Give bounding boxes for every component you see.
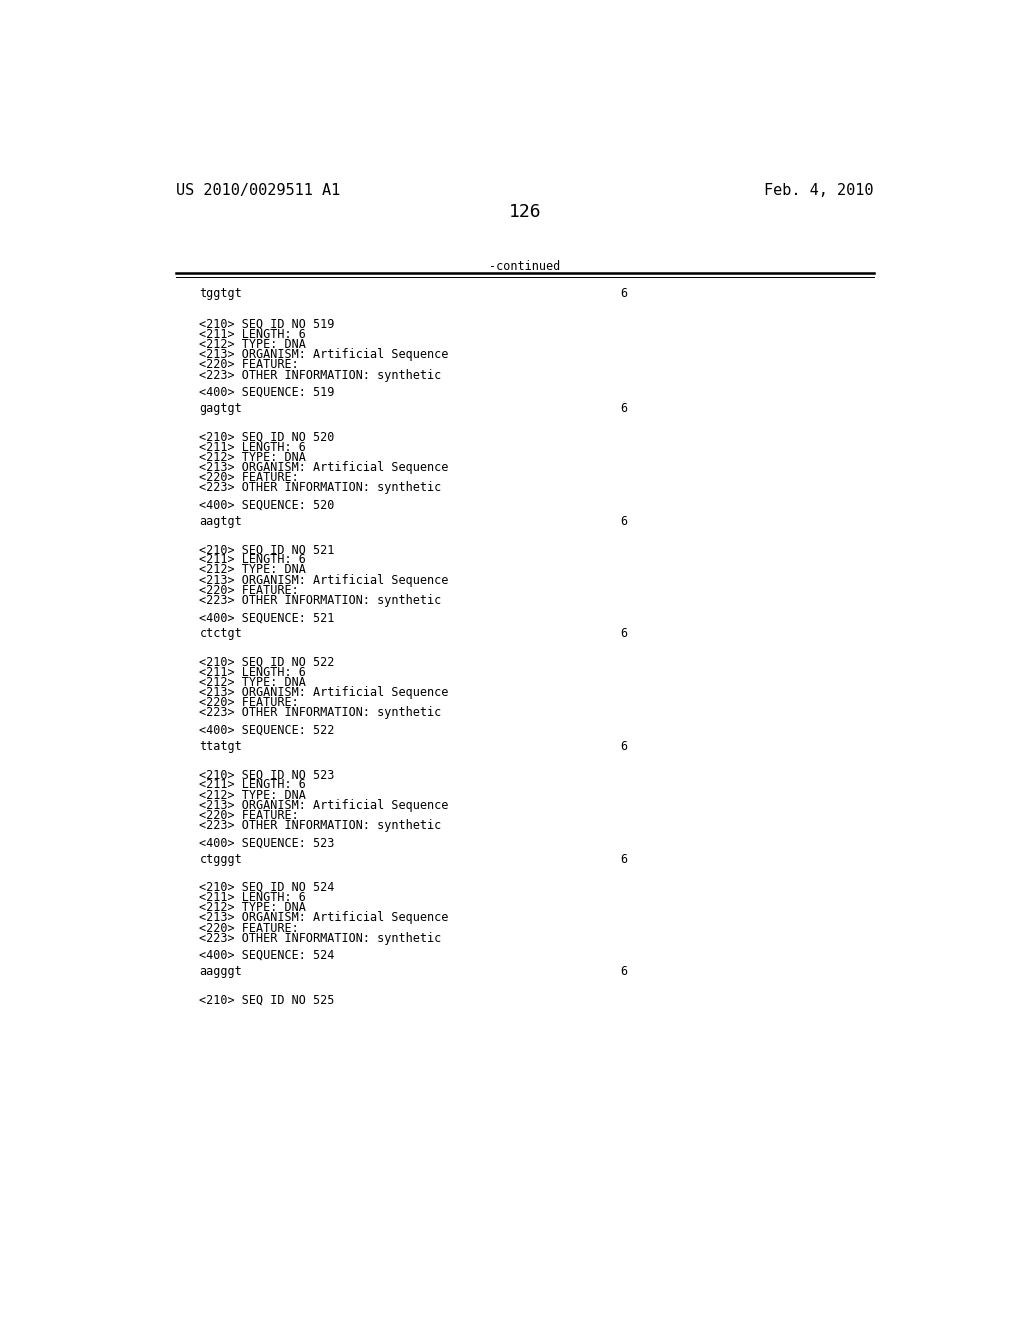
Text: <211> LENGTH: 6: <211> LENGTH: 6: [200, 329, 306, 341]
Text: 6: 6: [620, 403, 627, 414]
Text: ctgggt: ctgggt: [200, 853, 242, 866]
Text: <210> SEQ ID NO 522: <210> SEQ ID NO 522: [200, 656, 335, 669]
Text: <213> ORGANISM: Artificial Sequence: <213> ORGANISM: Artificial Sequence: [200, 686, 449, 700]
Text: <210> SEQ ID NO 519: <210> SEQ ID NO 519: [200, 318, 335, 331]
Text: <212> TYPE: DNA: <212> TYPE: DNA: [200, 676, 306, 689]
Text: <223> OTHER INFORMATION: synthetic: <223> OTHER INFORMATION: synthetic: [200, 706, 441, 719]
Text: Feb. 4, 2010: Feb. 4, 2010: [765, 182, 873, 198]
Text: 6: 6: [620, 741, 627, 752]
Text: <400> SEQUENCE: 521: <400> SEQUENCE: 521: [200, 611, 335, 624]
Text: <213> ORGANISM: Artificial Sequence: <213> ORGANISM: Artificial Sequence: [200, 799, 449, 812]
Text: <223> OTHER INFORMATION: synthetic: <223> OTHER INFORMATION: synthetic: [200, 932, 441, 945]
Text: <220> FEATURE:: <220> FEATURE:: [200, 809, 299, 822]
Text: -continued: -continued: [489, 260, 560, 273]
Text: aagggt: aagggt: [200, 965, 242, 978]
Text: <211> LENGTH: 6: <211> LENGTH: 6: [200, 891, 306, 904]
Text: ctctgt: ctctgt: [200, 627, 242, 640]
Text: <213> ORGANISM: Artificial Sequence: <213> ORGANISM: Artificial Sequence: [200, 348, 449, 362]
Text: <213> ORGANISM: Artificial Sequence: <213> ORGANISM: Artificial Sequence: [200, 911, 449, 924]
Text: <212> TYPE: DNA: <212> TYPE: DNA: [200, 451, 306, 463]
Text: <220> FEATURE:: <220> FEATURE:: [200, 359, 299, 371]
Text: <213> ORGANISM: Artificial Sequence: <213> ORGANISM: Artificial Sequence: [200, 461, 449, 474]
Text: <211> LENGTH: 6: <211> LENGTH: 6: [200, 779, 306, 792]
Text: <210> SEQ ID NO 521: <210> SEQ ID NO 521: [200, 543, 335, 556]
Text: <220> FEATURE:: <220> FEATURE:: [200, 697, 299, 709]
Text: gagtgt: gagtgt: [200, 403, 242, 414]
Text: <220> FEATURE:: <220> FEATURE:: [200, 921, 299, 935]
Text: <400> SEQUENCE: 520: <400> SEQUENCE: 520: [200, 499, 335, 511]
Text: <211> LENGTH: 6: <211> LENGTH: 6: [200, 441, 306, 454]
Text: <212> TYPE: DNA: <212> TYPE: DNA: [200, 788, 306, 801]
Text: 6: 6: [620, 965, 627, 978]
Text: 126: 126: [509, 203, 541, 222]
Text: <220> FEATURE:: <220> FEATURE:: [200, 471, 299, 484]
Text: <223> OTHER INFORMATION: synthetic: <223> OTHER INFORMATION: synthetic: [200, 368, 441, 381]
Text: <223> OTHER INFORMATION: synthetic: <223> OTHER INFORMATION: synthetic: [200, 820, 441, 832]
Text: <210> SEQ ID NO 525: <210> SEQ ID NO 525: [200, 994, 335, 1007]
Text: 6: 6: [620, 853, 627, 866]
Text: <400> SEQUENCE: 523: <400> SEQUENCE: 523: [200, 837, 335, 849]
Text: <223> OTHER INFORMATION: synthetic: <223> OTHER INFORMATION: synthetic: [200, 482, 441, 494]
Text: <212> TYPE: DNA: <212> TYPE: DNA: [200, 338, 306, 351]
Text: 6: 6: [620, 288, 627, 301]
Text: US 2010/0029511 A1: US 2010/0029511 A1: [176, 182, 340, 198]
Text: 6: 6: [620, 515, 627, 528]
Text: <212> TYPE: DNA: <212> TYPE: DNA: [200, 902, 306, 915]
Text: <210> SEQ ID NO 523: <210> SEQ ID NO 523: [200, 768, 335, 781]
Text: <211> LENGTH: 6: <211> LENGTH: 6: [200, 553, 306, 566]
Text: <220> FEATURE:: <220> FEATURE:: [200, 583, 299, 597]
Text: <400> SEQUENCE: 519: <400> SEQUENCE: 519: [200, 385, 335, 399]
Text: <400> SEQUENCE: 522: <400> SEQUENCE: 522: [200, 723, 335, 737]
Text: <213> ORGANISM: Artificial Sequence: <213> ORGANISM: Artificial Sequence: [200, 574, 449, 586]
Text: <212> TYPE: DNA: <212> TYPE: DNA: [200, 564, 306, 577]
Text: tggtgt: tggtgt: [200, 288, 242, 301]
Text: aagtgt: aagtgt: [200, 515, 242, 528]
Text: <223> OTHER INFORMATION: synthetic: <223> OTHER INFORMATION: synthetic: [200, 594, 441, 607]
Text: <400> SEQUENCE: 524: <400> SEQUENCE: 524: [200, 949, 335, 962]
Text: 6: 6: [620, 627, 627, 640]
Text: <211> LENGTH: 6: <211> LENGTH: 6: [200, 665, 306, 678]
Text: <210> SEQ ID NO 524: <210> SEQ ID NO 524: [200, 880, 335, 894]
Text: ttatgt: ttatgt: [200, 741, 242, 752]
Text: <210> SEQ ID NO 520: <210> SEQ ID NO 520: [200, 430, 335, 444]
